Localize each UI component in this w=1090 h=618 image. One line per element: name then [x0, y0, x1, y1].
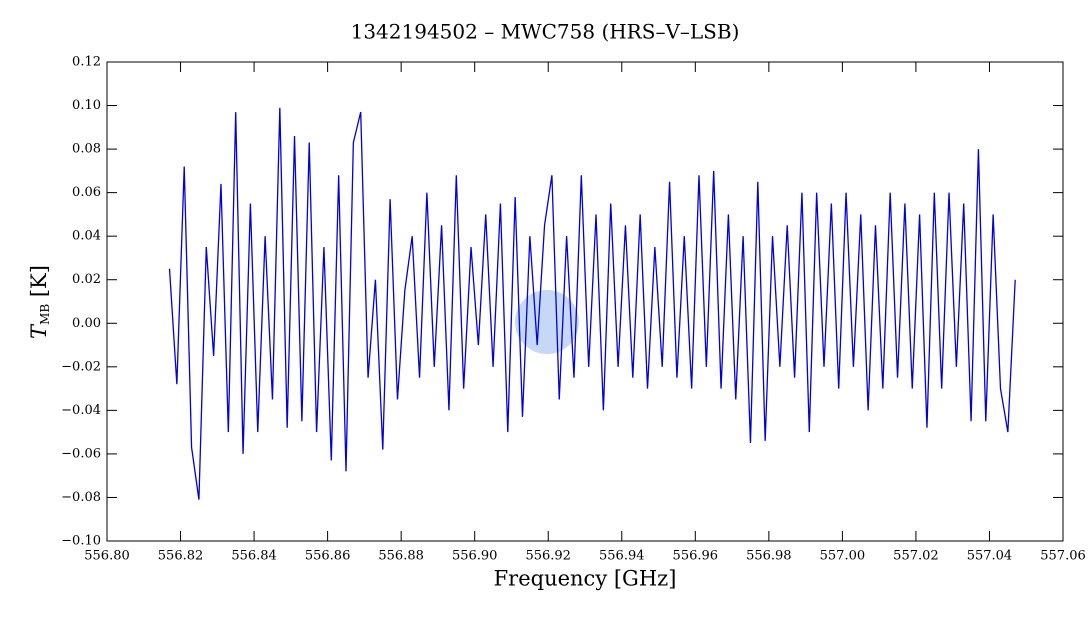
y-tick-label: 0.08 [72, 142, 101, 157]
y-tick-label: 0.10 [72, 98, 101, 113]
x-tick-label: 556.92 [525, 549, 571, 564]
x-tick-label: 557.06 [1040, 549, 1086, 564]
y-tick-label: −0.08 [61, 490, 101, 505]
chart-title: 1342194502 – MWC758 (HRS–V–LSB) [351, 20, 740, 44]
x-tick-label: 556.98 [746, 549, 792, 564]
y-label-unit: [K] [27, 265, 51, 304]
x-tick-label: 556.90 [452, 549, 498, 564]
plot-frame [106, 61, 1064, 542]
y-tick-label: 0.12 [72, 55, 101, 70]
x-tick-label: 556.86 [305, 549, 351, 564]
x-tick-label: 557.02 [893, 549, 939, 564]
x-tick-label: 557.00 [820, 549, 866, 564]
y-tick-label: −0.04 [61, 403, 101, 418]
x-tick-label: 556.84 [231, 549, 277, 564]
x-tick-label: 557.04 [967, 549, 1013, 564]
spectrum-line [168, 107, 1016, 500]
y-tick-label: −0.10 [61, 534, 101, 549]
x-tick-label: 556.96 [673, 549, 719, 564]
x-tick-label: 556.80 [84, 549, 130, 564]
y-label-subscript: MB [38, 304, 52, 325]
y-tick-label: 0.04 [72, 229, 101, 244]
y-tick-label: −0.06 [61, 446, 101, 461]
x-tick-label: 556.82 [158, 549, 204, 564]
y-axis-label: TMB [K] [27, 265, 52, 339]
x-tick-label: 556.94 [599, 549, 645, 564]
y-label-symbol: T [27, 323, 51, 339]
x-axis-label: Frequency [GHz] [494, 567, 677, 591]
y-tick-label: 0.02 [72, 272, 101, 287]
y-tick-label: −0.02 [61, 359, 101, 374]
x-tick-label: 556.88 [378, 549, 424, 564]
y-tick-label: 0.00 [72, 316, 101, 331]
y-tick-label: 0.06 [72, 185, 101, 200]
